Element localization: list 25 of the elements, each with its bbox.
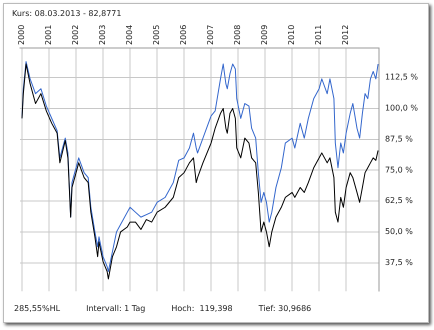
x-tick-label: 2007 <box>206 24 216 45</box>
x-tick-label: 2003 <box>98 24 108 45</box>
x-tick-label: 2012 <box>341 24 350 45</box>
x-tick-label: 2009 <box>260 24 270 45</box>
x-tick-label: 2002 <box>71 24 80 45</box>
chart-title: Kurs: 08.03.2013 - 82,8771 <box>12 9 122 18</box>
y-tick-label: 100,0 % <box>384 104 418 113</box>
text: Intervall: 1 Tag <box>86 304 146 313</box>
y-tick-label: 50,0 % <box>384 227 414 236</box>
x-tick-label: 2011 <box>314 24 324 45</box>
y-tick-label: 62,5 % <box>384 196 414 206</box>
y-tick-label: 87,5 % <box>384 134 414 144</box>
x-tick-label: 2006 <box>179 24 188 45</box>
text: 285,55%HL <box>14 304 60 313</box>
text: Hoch: 119,398 <box>171 304 233 313</box>
x-tick-label: 2008 <box>233 24 242 45</box>
x-tick-label: 2004 <box>125 24 134 45</box>
x-tick-label: 2000 <box>17 24 26 45</box>
y-tick-label: 112,5 % <box>384 72 418 82</box>
y-tick-label: 37,5 % <box>384 258 414 267</box>
y-tick-label: 75,0 % <box>384 165 414 174</box>
text: Tief: 30,9686 <box>258 304 312 313</box>
x-tick-label: 2010 <box>287 24 296 45</box>
x-tick-label: 2005 <box>152 24 162 45</box>
x-tick-label: 2001 <box>44 24 54 45</box>
